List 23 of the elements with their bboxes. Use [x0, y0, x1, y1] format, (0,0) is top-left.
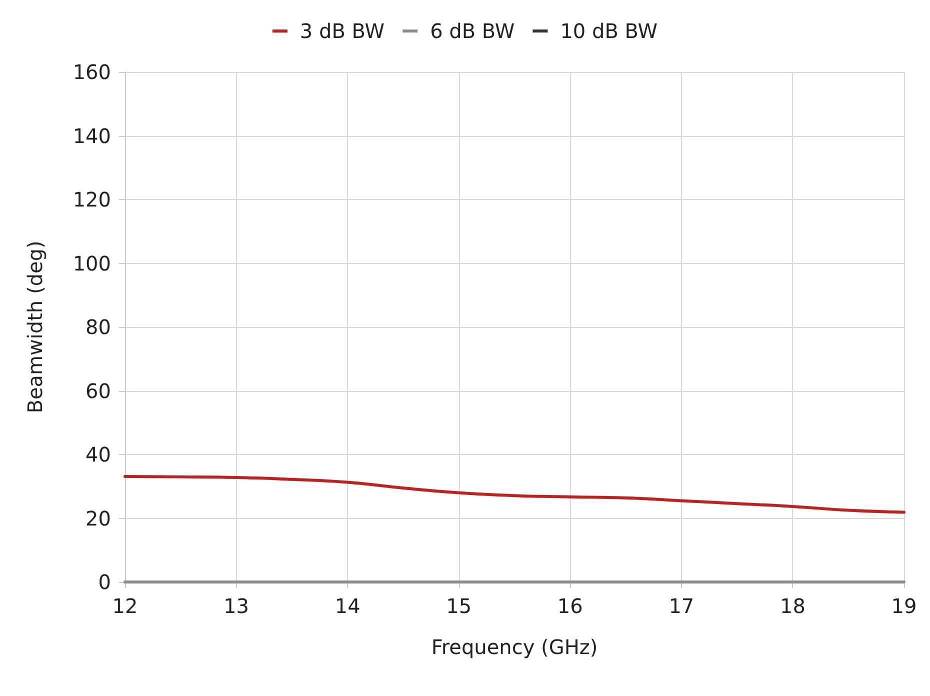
- x-tick-label: 18: [780, 594, 806, 618]
- y-tick-label: 80: [86, 315, 111, 339]
- legend-label: 10 dB BW: [560, 19, 658, 43]
- y-tick-label: 140: [72, 124, 111, 148]
- x-tick-label: 17: [668, 594, 694, 618]
- x-tick-label: 19: [891, 594, 917, 618]
- y-tick-label: 120: [72, 188, 111, 212]
- x-tick-label: 12: [112, 594, 138, 618]
- y-tick-label: 100: [72, 251, 111, 276]
- y-tick-label: 40: [86, 442, 111, 466]
- y-tick-label: 0: [98, 570, 111, 594]
- legend-label: 3 dB BW: [300, 19, 385, 43]
- y-tick-label: 20: [86, 506, 111, 530]
- x-tick-label: 16: [557, 594, 583, 618]
- y-tick-label: 60: [86, 378, 111, 403]
- y-axis-title: Beamwidth (deg): [23, 240, 47, 414]
- x-tick-label: 14: [334, 594, 360, 618]
- x-tick-label: 15: [446, 594, 472, 618]
- legend-label: 6 dB BW: [430, 19, 515, 43]
- line-series: [124, 474, 906, 514]
- x-tick-label: 13: [224, 594, 250, 618]
- y-tick-label: 160: [72, 60, 111, 84]
- x-axis-title: Frequency (GHz): [431, 635, 598, 659]
